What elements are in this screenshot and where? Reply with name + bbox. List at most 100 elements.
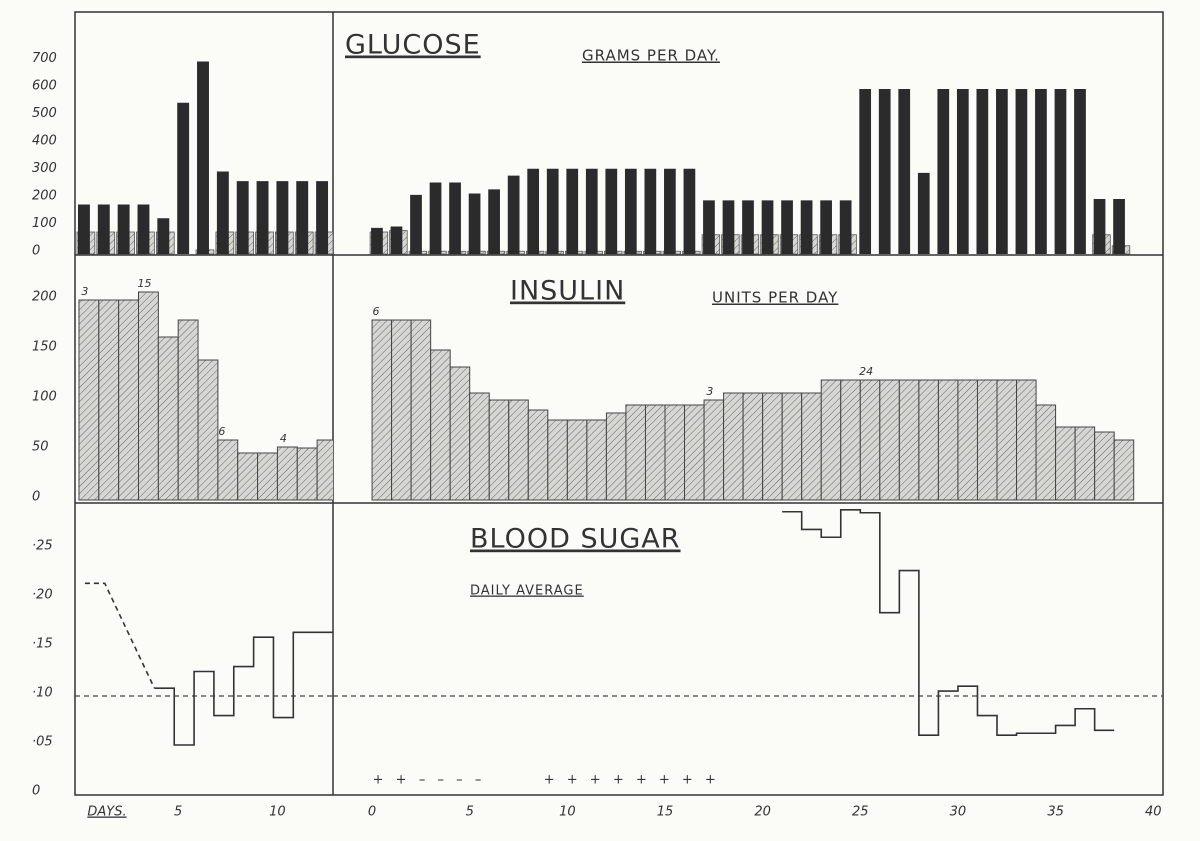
bar (276, 181, 289, 254)
bar (898, 89, 911, 254)
plot-area (78, 291, 333, 501)
annotation: 24 (859, 365, 873, 378)
x-tick-label: 10 (559, 805, 576, 820)
x-tick-label: 5 (174, 805, 182, 820)
bar (839, 200, 852, 254)
bar (138, 291, 159, 501)
bar (820, 379, 842, 501)
bar (371, 319, 393, 501)
frame (74, 11, 1164, 796)
bar (1016, 379, 1037, 501)
bar (508, 399, 529, 501)
bar (257, 452, 278, 501)
bar (684, 404, 705, 501)
y-tick-label: 700 (32, 51, 57, 66)
bar (98, 299, 120, 501)
plot-area (371, 319, 1135, 501)
bar (566, 419, 588, 501)
bar (1054, 89, 1067, 254)
annotation: + + + + + + + + (544, 773, 720, 788)
bar (137, 204, 150, 254)
bar (781, 200, 793, 254)
bar (236, 181, 249, 254)
bar (585, 168, 598, 254)
bar (898, 379, 920, 501)
line (154, 631, 333, 746)
y-tick-label: 100 (32, 390, 57, 405)
bar (117, 204, 130, 254)
bar (801, 392, 822, 501)
y-tick-label: 500 (32, 106, 57, 121)
bar (197, 61, 209, 254)
y-tick-label: ·05 (32, 735, 53, 750)
y-tick-label: 0 (32, 244, 40, 259)
bar (157, 336, 179, 501)
bar (859, 89, 872, 254)
bar (1113, 439, 1135, 501)
bar (976, 379, 998, 501)
y-tick-label: 600 (32, 79, 57, 94)
bar (723, 392, 744, 501)
bar (449, 366, 471, 501)
panel-subtitle: GRAMS PER DAY. (582, 47, 720, 65)
x-tick-label: 25 (852, 805, 869, 820)
bar (683, 168, 696, 254)
annotation: + + (373, 773, 411, 788)
bar (546, 168, 559, 254)
plot-area (369, 89, 1131, 255)
bar (644, 404, 666, 501)
bar (256, 181, 269, 254)
y-tick-label: 400 (32, 134, 57, 149)
bar (1035, 404, 1057, 501)
bar (118, 299, 140, 501)
y-tick-label: 200 (32, 290, 57, 305)
bar (217, 439, 239, 501)
bar (820, 200, 832, 254)
bar (78, 299, 100, 501)
bar (527, 168, 540, 254)
x-tick-label: 35 (1047, 805, 1064, 820)
bar (937, 89, 950, 254)
bar (177, 102, 190, 254)
bar (390, 226, 403, 254)
bar (800, 200, 813, 254)
y-tick-label: 150 (32, 340, 57, 355)
bar (566, 168, 579, 254)
plot-area (333, 509, 1163, 736)
bar (761, 200, 774, 254)
bar (918, 379, 939, 501)
bar (177, 319, 199, 501)
x-tick-label: 40 (1145, 805, 1162, 820)
bar (237, 452, 259, 501)
y-tick-label: ·25 (32, 539, 53, 554)
bar (507, 175, 520, 254)
bar (722, 200, 735, 254)
bar (488, 399, 510, 501)
line (84, 582, 156, 689)
x-axis-label: DAYS. (87, 805, 126, 820)
x-tick-label: 5 (466, 805, 474, 820)
bar (547, 419, 568, 501)
annotation: 4 (280, 432, 287, 445)
bar (1074, 89, 1086, 254)
bar (488, 189, 500, 254)
bar (742, 392, 764, 501)
bar (371, 227, 383, 254)
bar (77, 204, 90, 254)
plot-area (76, 61, 333, 255)
bar (976, 89, 989, 254)
bar (1093, 199, 1106, 254)
bar (1074, 426, 1096, 501)
x-tick-label: 30 (950, 805, 967, 820)
y-tick-label: 300 (32, 161, 57, 176)
panel-title: BLOOD SUGAR (470, 524, 681, 555)
bar (996, 89, 1008, 254)
bar (276, 446, 298, 501)
y-tick-label: 0 (32, 490, 40, 505)
bar (1055, 426, 1076, 501)
bar (468, 193, 481, 254)
annotation: 3 (706, 385, 713, 398)
bar (664, 404, 686, 501)
bar (840, 379, 861, 501)
